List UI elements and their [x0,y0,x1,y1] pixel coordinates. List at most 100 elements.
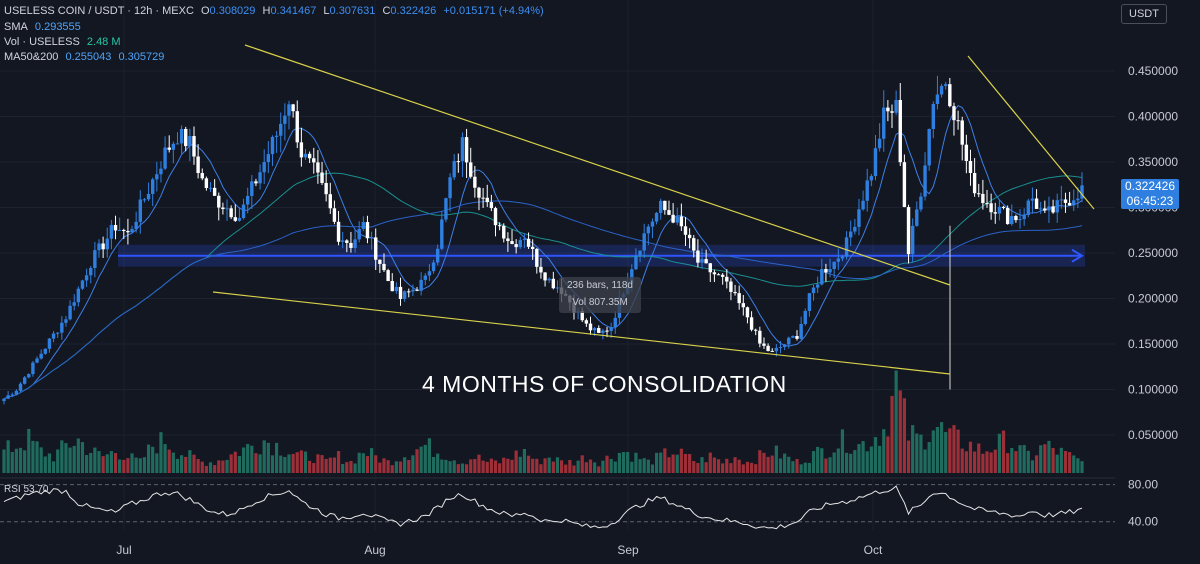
candle-body [452,161,456,178]
volume-bar [737,459,741,473]
candle-body [712,272,717,275]
candle-body [167,147,171,150]
candle-body [630,269,634,283]
volume-bar [134,457,138,473]
volume-bar [101,456,105,473]
rsi-tick-label: 40.00 [1128,515,1158,529]
candle-body [279,123,283,136]
tooltip-bars: 236 bars, 118d [567,280,633,291]
last-price-tag: 0.322426 06:45:23 [1121,179,1179,209]
sma-legend[interactable]: SMA 0.293555 [4,20,85,35]
volume-bar [47,453,52,473]
volume-bar [345,462,349,473]
trendline [212,291,951,375]
volume-bar [23,450,27,473]
candle-body [791,336,795,338]
candle-body [146,193,151,200]
volume-bar [250,445,254,473]
volume-bar [64,443,68,473]
volume-bar [76,438,80,473]
volume-bar [857,444,861,473]
candle-body [634,255,638,270]
candle-body [906,207,911,255]
volume-bar [336,451,341,473]
candle-body [150,179,155,194]
candle-body [171,143,176,150]
candle-body [704,259,708,264]
candle-body [365,222,370,239]
volume-bar [906,440,911,473]
volume-bar [456,464,460,473]
candle-body [444,198,448,220]
volume-bar [741,464,745,473]
candle-body [968,160,973,173]
low-value: 0.307631 [329,5,376,17]
volume-bar [303,451,308,473]
volume-bar [72,445,76,473]
volume-bar [378,462,382,473]
volume-bar [85,455,89,473]
candle-body [204,178,209,189]
close-value: 0.322426 [390,5,437,17]
candle-body [105,238,109,250]
volume-bar [1010,447,1014,473]
volume-bar [659,452,663,473]
candle-body [35,358,39,363]
candle-body [708,263,712,273]
candle-body [192,136,196,157]
trendline [244,44,951,286]
candle-body [654,212,659,222]
candle-body [435,248,440,263]
candle-body [853,226,857,232]
volume-bar [440,459,444,473]
volume-bar [774,445,778,473]
volume-bar [237,456,242,473]
volume-bar [431,456,436,473]
vol-value: 2.48 M [86,36,121,48]
candle-body [328,194,332,209]
candle-body [989,203,993,213]
candle-body [345,240,349,243]
ma-label: MA50&200 [4,51,59,63]
candle-body [374,237,378,260]
candle-body [415,289,419,291]
volume-bar [663,448,667,473]
time-tick-label: Aug [364,543,385,557]
volume-legend[interactable]: Vol · USELESS 2.48 M [4,35,125,50]
candle-body [477,187,481,198]
candle-body [1076,198,1080,201]
volume-bar [832,452,836,473]
volume-bar [262,440,266,473]
volume-bar [299,450,303,473]
currency-button[interactable]: USDT [1121,4,1167,24]
volume-bar [783,453,787,473]
candle-body [861,200,865,210]
volume-bar [849,453,853,473]
ma-legend[interactable]: MA50&200 0.255043 0.305729 [4,50,168,65]
candle-body [134,221,138,230]
volume-bar [109,451,113,473]
candle-body [977,193,981,195]
volume-bar [151,446,155,473]
symbol-title[interactable]: USELESS COIN / USDT · 12h · MEXC [4,5,194,17]
candle-body [225,208,229,210]
candle-body [473,176,477,188]
candle-body [799,324,803,339]
candle-body [696,250,700,263]
candle-body [200,173,204,179]
volume-bar [679,448,683,473]
candle-body [10,394,14,396]
candle-body [766,345,770,351]
volume-bar [464,464,469,473]
volume-bar [361,453,365,473]
candle-body [270,136,275,155]
volume-bar [811,451,816,473]
candle-body [340,240,345,242]
candle-body [250,181,254,196]
volume-bar [939,422,944,473]
volume-bar [485,461,489,473]
volume-bar [803,462,807,473]
volume-bar [56,449,60,473]
candle-body [460,137,465,162]
